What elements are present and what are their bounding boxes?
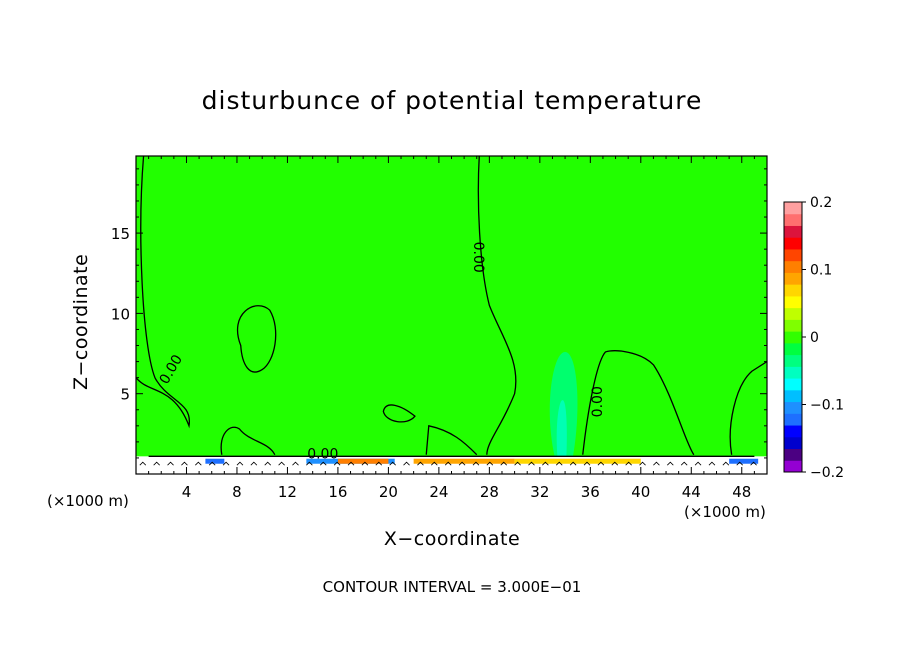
x-tick-label: 44 bbox=[682, 483, 701, 501]
colorbar-swatch bbox=[784, 248, 802, 262]
x-tick-label: 8 bbox=[232, 483, 242, 501]
colorbar-swatch bbox=[784, 389, 802, 403]
colorbar-swatch bbox=[784, 436, 802, 450]
contour-line bbox=[582, 350, 695, 456]
contour-line bbox=[236, 305, 277, 373]
colorbar-swatch bbox=[784, 460, 802, 473]
contour-line bbox=[425, 425, 478, 456]
contour-label: 0.00 bbox=[590, 386, 606, 417]
colorbar-swatch bbox=[784, 225, 802, 238]
colorbar-swatch bbox=[784, 202, 802, 215]
colorbar-swatch bbox=[784, 331, 802, 344]
colorbar-swatch bbox=[784, 260, 802, 273]
contour-interval-note: CONTOUR INTERVAL = 3.000E−01 bbox=[322, 578, 582, 596]
x-unit-left: (×1000 m) bbox=[47, 492, 129, 510]
colorbar-tick-label: −0.1 bbox=[810, 398, 844, 414]
x-tick-label: 24 bbox=[429, 483, 448, 501]
surface-color-strip bbox=[413, 458, 515, 464]
x-tick-label: 40 bbox=[631, 483, 650, 501]
colorbar-swatch bbox=[784, 237, 802, 250]
colorbar-swatch bbox=[784, 448, 802, 461]
field-background bbox=[136, 156, 767, 474]
y-tick-label: 10 bbox=[111, 305, 130, 323]
contour-line bbox=[729, 361, 768, 455]
colorbar-swatch bbox=[784, 319, 802, 332]
cool-plume-inner bbox=[556, 400, 567, 458]
colorbar-tick-label: 0 bbox=[810, 330, 819, 346]
colorbar-tick-label: −0.2 bbox=[810, 465, 844, 481]
x-tick-label: 28 bbox=[480, 483, 499, 501]
colorbar-swatch bbox=[784, 413, 802, 426]
x-axis-label: X−coordinate bbox=[383, 528, 521, 550]
chart-title: disturbunce of potential temperature bbox=[201, 86, 703, 115]
colorbar-swatch bbox=[784, 366, 802, 379]
colorbar-tick-label: 0.1 bbox=[810, 263, 832, 279]
x-tick-label: 32 bbox=[530, 483, 549, 501]
contour-line bbox=[382, 404, 416, 423]
y-tick-label: 5 bbox=[120, 386, 130, 404]
x-tick-label: 48 bbox=[732, 483, 751, 501]
x-tick-label: 20 bbox=[379, 483, 398, 501]
colorbar-swatch bbox=[784, 378, 802, 391]
contour-line bbox=[220, 426, 276, 456]
colorbar-swatch bbox=[784, 295, 802, 309]
shaded-field bbox=[136, 156, 767, 474]
surface-band-contours bbox=[139, 461, 757, 466]
colorbar-swatch bbox=[784, 354, 802, 367]
colorbar-swatch bbox=[784, 342, 802, 356]
x-tick-label: 36 bbox=[581, 483, 600, 501]
y-axis-label: Z−coordinate bbox=[70, 253, 92, 390]
colorbar-swatch bbox=[784, 213, 802, 226]
y-tick-label: 15 bbox=[111, 225, 130, 243]
colorbar-swatch bbox=[784, 284, 802, 297]
surface-color-strip bbox=[729, 458, 759, 464]
contour-label: 0.00 bbox=[307, 447, 338, 463]
surface-color-strip bbox=[205, 458, 225, 464]
colorbar: 0.2 0.1 0 −0.1 −0.2 bbox=[783, 195, 844, 481]
contour-label: 0.00 bbox=[470, 242, 486, 273]
contour-line bbox=[477, 155, 517, 455]
x-tick-label: 4 bbox=[182, 483, 192, 501]
x-tick-label: 12 bbox=[278, 483, 297, 501]
surface-color-strip bbox=[337, 458, 389, 464]
x-unit-right: (×1000 m) bbox=[684, 503, 766, 521]
colorbar-swatch bbox=[784, 425, 802, 438]
colorbar-tick-label: 0.2 bbox=[810, 195, 832, 211]
contour-line bbox=[135, 155, 190, 429]
surface-color-strip bbox=[514, 458, 641, 464]
colorbar-swatch bbox=[784, 272, 802, 285]
colorbar-swatch bbox=[784, 401, 802, 414]
x-tick-label: 16 bbox=[328, 483, 347, 501]
colorbar-swatch bbox=[784, 307, 802, 320]
